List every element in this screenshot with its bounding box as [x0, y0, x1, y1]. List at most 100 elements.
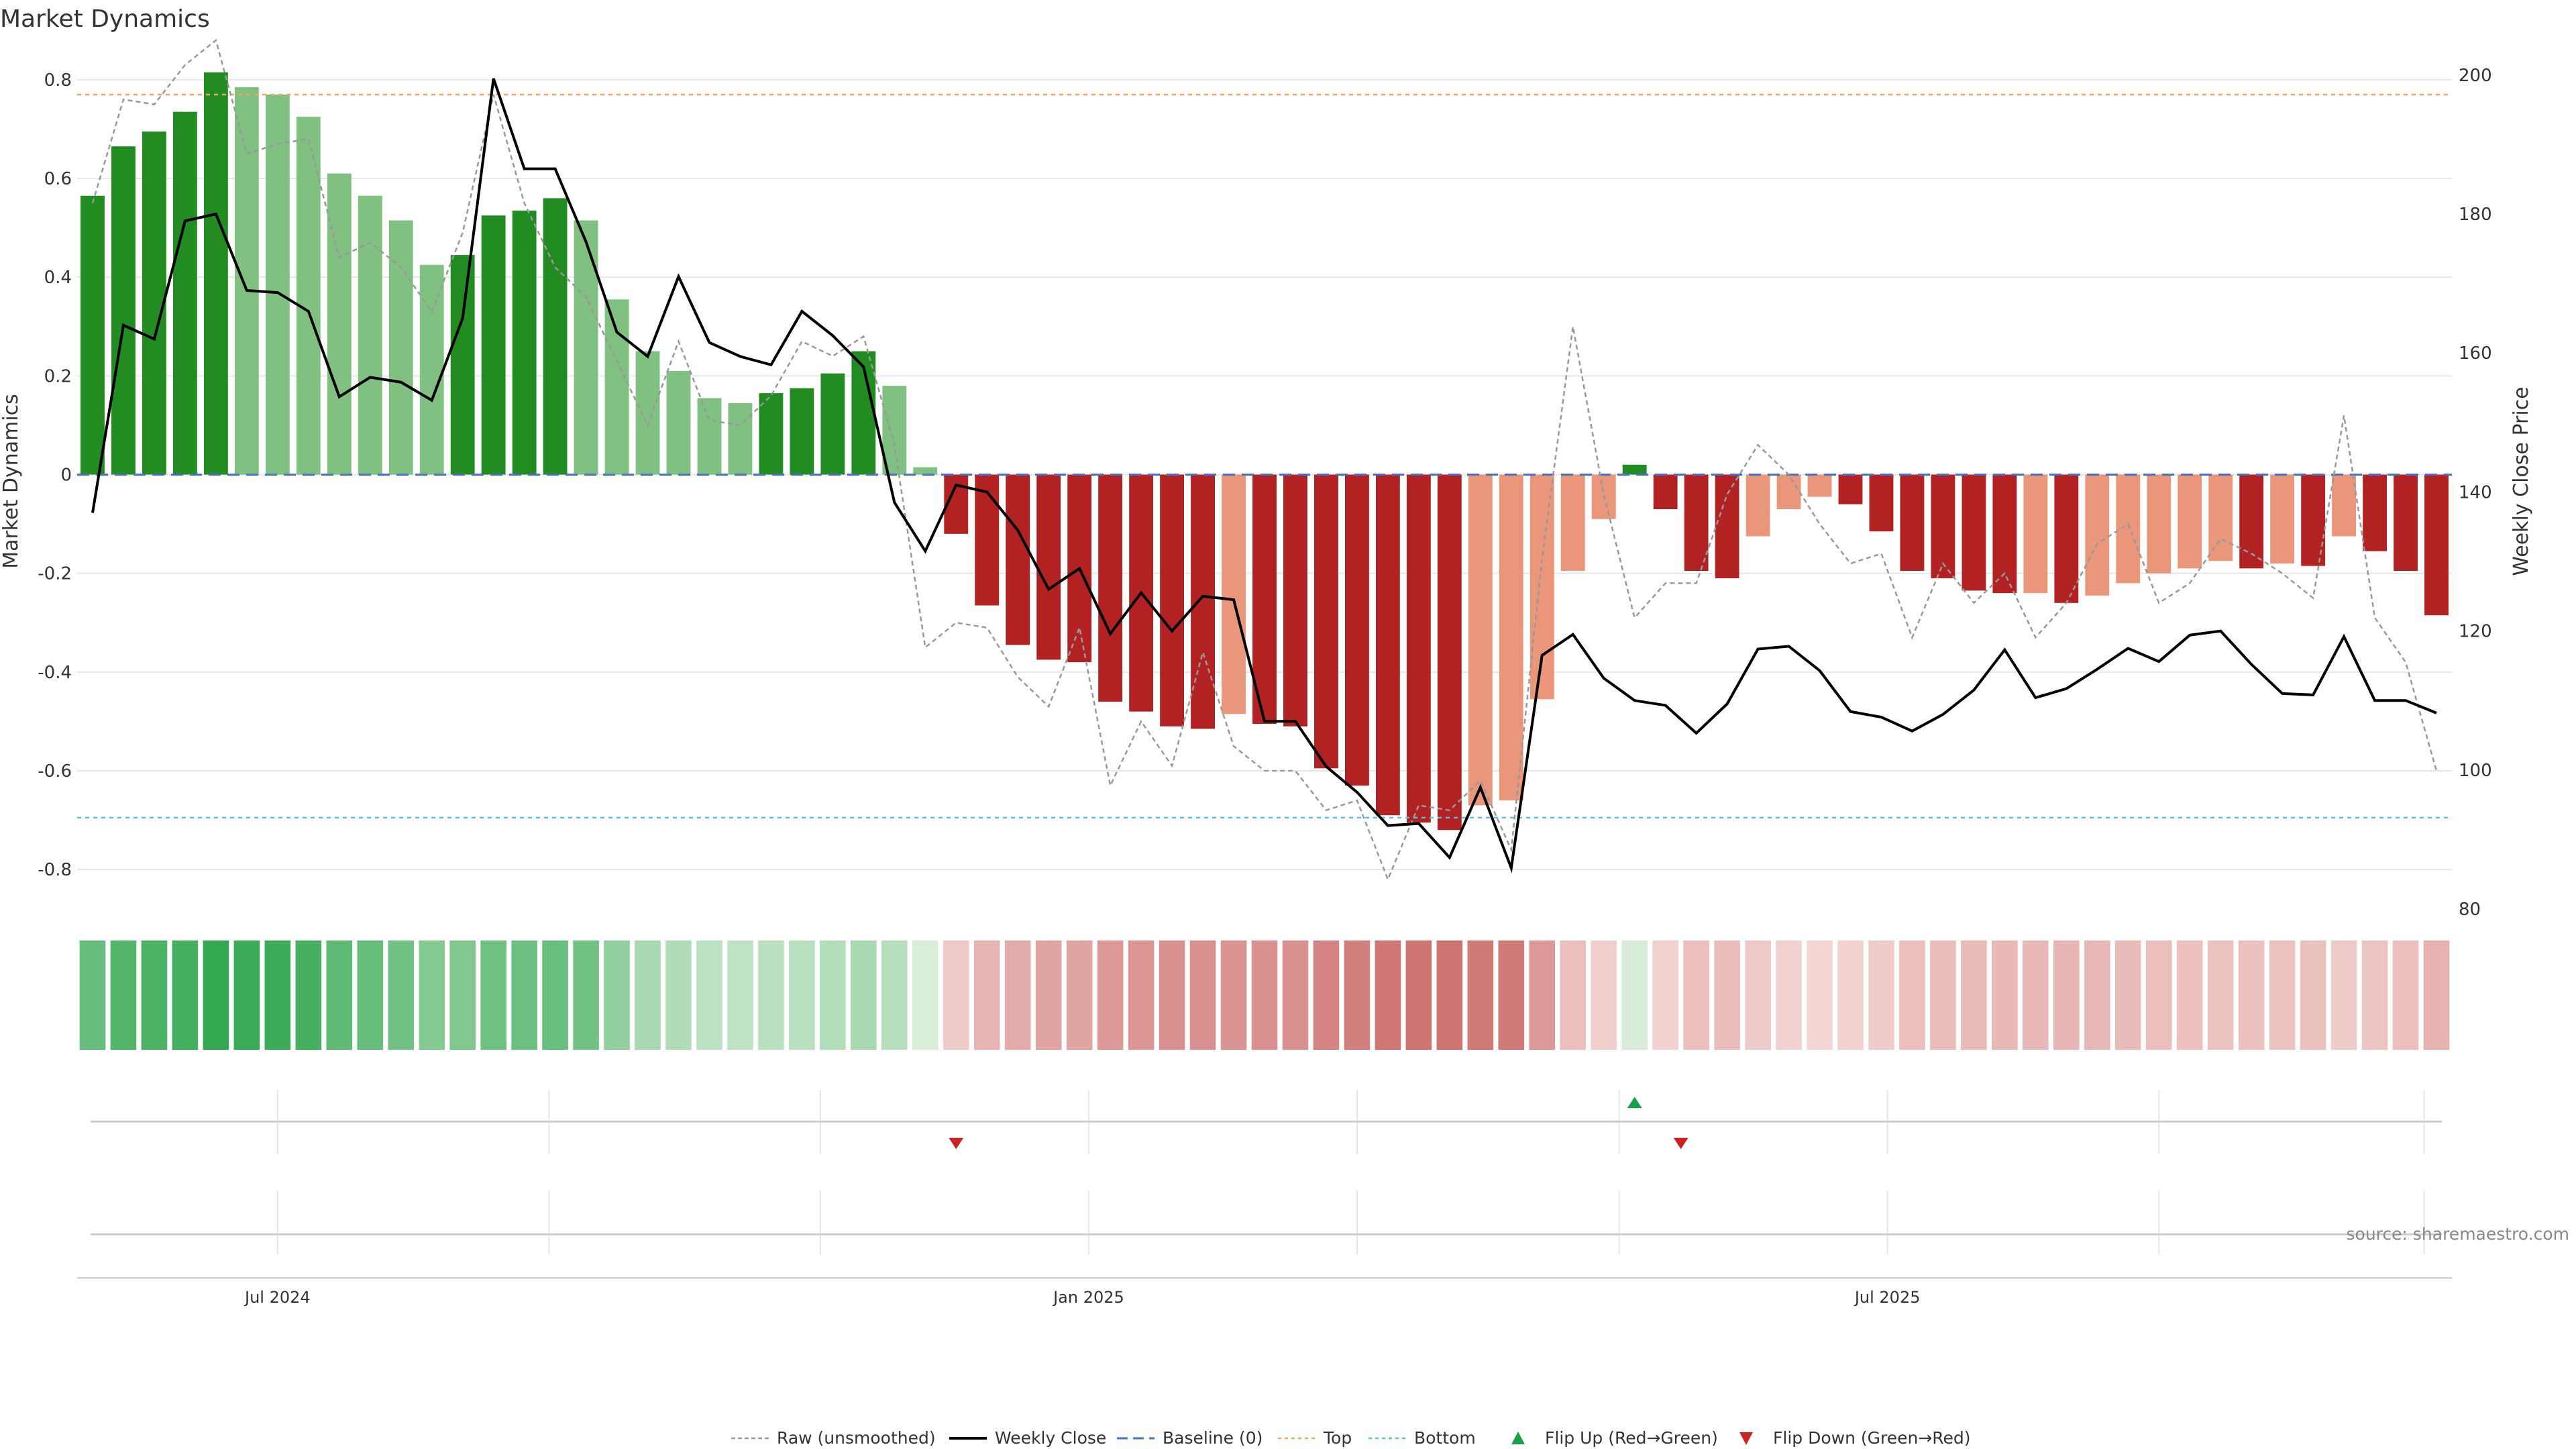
heat-strip-cell: [419, 941, 445, 1050]
heat-strip-cell: [1837, 941, 1864, 1050]
heat-strip-cell: [1251, 941, 1278, 1050]
heat-strip-cell: [203, 941, 229, 1050]
y-left-tick-label: 0.6: [44, 169, 72, 189]
dynamics-bar: [1838, 474, 1863, 504]
heat-strip-cell: [1621, 941, 1648, 1050]
dynamics-bar: [1468, 474, 1493, 806]
dynamics-bar: [2208, 474, 2233, 561]
y-left-tick-label: -0.6: [38, 761, 72, 782]
source-label: source: sharemaestro.com: [2347, 1224, 2570, 1244]
heat-strip-cell: [1745, 941, 1771, 1050]
y-left-tick-label: 0.4: [44, 268, 72, 288]
heat-strip-cell: [1467, 941, 1494, 1050]
heat-strip-cell: [727, 941, 753, 1050]
y-left-tick-label: 0.8: [44, 70, 72, 91]
dynamics-bar: [820, 373, 845, 475]
heat-strip-cell: [2176, 941, 2203, 1050]
heat-strip-cell: [1282, 941, 1309, 1050]
dynamics-bar: [1314, 474, 1338, 769]
dynamics-bar: [975, 474, 1000, 606]
y-left-axis-label: Market Dynamics: [0, 394, 23, 569]
dynamics-bar: [2085, 474, 2110, 596]
flip-down-marker: [949, 1138, 964, 1149]
heat-strip-cell: [1375, 941, 1401, 1050]
heat-strip-cell: [2207, 941, 2234, 1050]
heat-strip-cell: [233, 941, 260, 1050]
dynamics-bar: [1437, 474, 1462, 830]
heat-strip-cell: [1591, 941, 1617, 1050]
dynamics-bar: [604, 299, 629, 475]
dynamics-bar: [1869, 474, 1894, 532]
heat-strip-cell: [110, 941, 137, 1050]
dynamics-bar: [419, 264, 444, 475]
dynamics-bar: [1406, 474, 1431, 823]
legend-label: Baseline (0): [1163, 1428, 1263, 1448]
legend-label: Flip Down (Green→Red): [1773, 1428, 1971, 1448]
dynamics-bar: [1992, 474, 2017, 594]
dynamics-bar: [2178, 474, 2202, 569]
heat-strip-cell: [2238, 941, 2265, 1050]
y-right-tick-label: 200: [2459, 66, 2492, 86]
y-right-tick-label: 80: [2459, 900, 2481, 920]
dynamics-bar: [1375, 474, 1400, 816]
heat-strip-cell: [357, 941, 384, 1050]
x-tick-label: Jul 2024: [244, 1288, 311, 1307]
heat-strip-cell: [2423, 941, 2450, 1050]
legend-label: Bottom: [1414, 1428, 1476, 1448]
heat-strip-cell: [326, 941, 353, 1050]
dynamics-bar: [2054, 474, 2079, 603]
dynamics-bar: [388, 220, 413, 475]
y-left-tick-label: 0.2: [44, 366, 72, 386]
dynamics-bar: [1160, 474, 1185, 727]
heat-strip-cell: [881, 941, 908, 1050]
heat-strip-cell: [758, 941, 784, 1050]
dynamics-bar: [1036, 474, 1061, 660]
heat-strip-cell: [2084, 941, 2110, 1050]
dynamics-bar: [2424, 474, 2449, 616]
dynamics-bar: [2363, 474, 2387, 551]
dynamics-bar: [1931, 474, 1955, 579]
heat-strip-cell: [1961, 941, 1987, 1050]
dynamics-bar: [203, 72, 228, 475]
legend-label: Raw (unsmoothed): [777, 1428, 936, 1448]
legend-flip-down-swatch: [1739, 1432, 1753, 1445]
dynamics-bar: [1499, 474, 1523, 801]
heat-strip-cell: [1066, 941, 1093, 1050]
dynamics-bar: [1252, 474, 1277, 724]
heat-strip-cell: [665, 941, 692, 1050]
heat-strip-cell: [1868, 941, 1894, 1050]
heat-strip-cell: [511, 941, 537, 1050]
heat-strip-cell: [388, 941, 415, 1050]
dynamics-bar: [80, 195, 105, 475]
heat-strip-cell: [635, 941, 661, 1050]
heat-strip-cell: [1097, 941, 1124, 1050]
heat-strip-cell: [1807, 941, 1833, 1050]
dynamics-bar: [1746, 474, 1770, 537]
heat-strip-cell: [1220, 941, 1247, 1050]
heat-strip-cell: [1776, 941, 1802, 1050]
dynamics-bar: [697, 398, 722, 475]
dynamics-bar: [882, 386, 907, 475]
dynamics-bar: [296, 117, 321, 475]
heat-strip-cell: [1992, 941, 2018, 1050]
legend-label: Flip Up (Red→Green): [1545, 1428, 1718, 1448]
flip-marker-panel: [91, 1090, 2442, 1254]
dynamics-bar: [512, 210, 537, 475]
dynamics-bar: [2023, 474, 2048, 594]
heat-strip-cell: [1683, 941, 1709, 1050]
legend-flip-up-swatch: [1511, 1432, 1525, 1444]
dynamics-bar: [635, 351, 660, 475]
heat-strip-cell: [172, 941, 199, 1050]
heat-strip-cell: [573, 941, 599, 1050]
raw-line: [91, 38, 2438, 882]
heat-strip-cell: [542, 941, 568, 1050]
heat-strip-cell: [912, 941, 938, 1050]
heat-strip-cell: [851, 941, 877, 1050]
dynamics-bar: [265, 94, 290, 475]
heat-strip-cell: [2392, 941, 2419, 1050]
dynamics-bar: [1098, 474, 1123, 702]
y-right-tick-label: 160: [2459, 343, 2492, 364]
heat-strip-cell: [973, 941, 1000, 1050]
x-tick-label: Jan 2025: [1052, 1288, 1124, 1307]
heat-strip-cell: [2114, 941, 2141, 1050]
